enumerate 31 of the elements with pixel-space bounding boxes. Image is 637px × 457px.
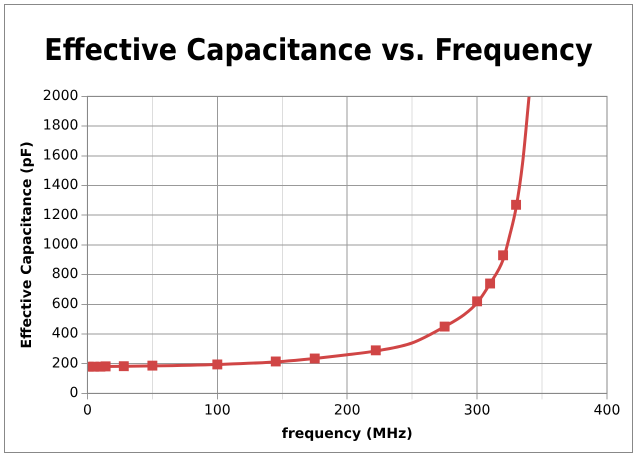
point	[370, 345, 381, 356]
point	[310, 354, 320, 364]
x-tick-label: 0	[82, 402, 92, 418]
y-tick-label: 1400	[42, 177, 78, 194]
x-tick-label: 300	[464, 402, 490, 418]
y-tick-label: 800	[52, 266, 78, 282]
x-axis-title: frequency (MHz)	[282, 426, 413, 442]
y-tick-label: 1000	[42, 236, 78, 253]
point	[118, 361, 129, 372]
y-axis-title: Effective Capacitance (pF)	[19, 141, 36, 348]
y-tick-label: 1200	[42, 206, 78, 223]
y-tick-label: 600	[52, 296, 78, 312]
x-tick-label: 200	[334, 402, 361, 418]
y-tick-label: 400	[52, 326, 78, 342]
point	[498, 250, 508, 260]
point	[440, 322, 450, 332]
y-tick-label: 1800	[42, 118, 78, 134]
y-tick-label: 2000	[42, 88, 78, 104]
y-tick-label: 1600	[42, 147, 78, 164]
point	[485, 278, 496, 288]
x-tick-label: 400	[594, 402, 620, 418]
point	[511, 200, 522, 210]
point	[212, 359, 222, 370]
chart-title: Effective Capacitance vs. Frequency	[43, 33, 594, 68]
y-tick-label: 200	[52, 355, 78, 372]
x-tick-label: 100	[204, 402, 231, 418]
point	[472, 296, 482, 306]
y-tick-label: 0	[70, 385, 78, 402]
point	[270, 356, 281, 366]
point	[100, 361, 111, 372]
point	[147, 360, 158, 371]
